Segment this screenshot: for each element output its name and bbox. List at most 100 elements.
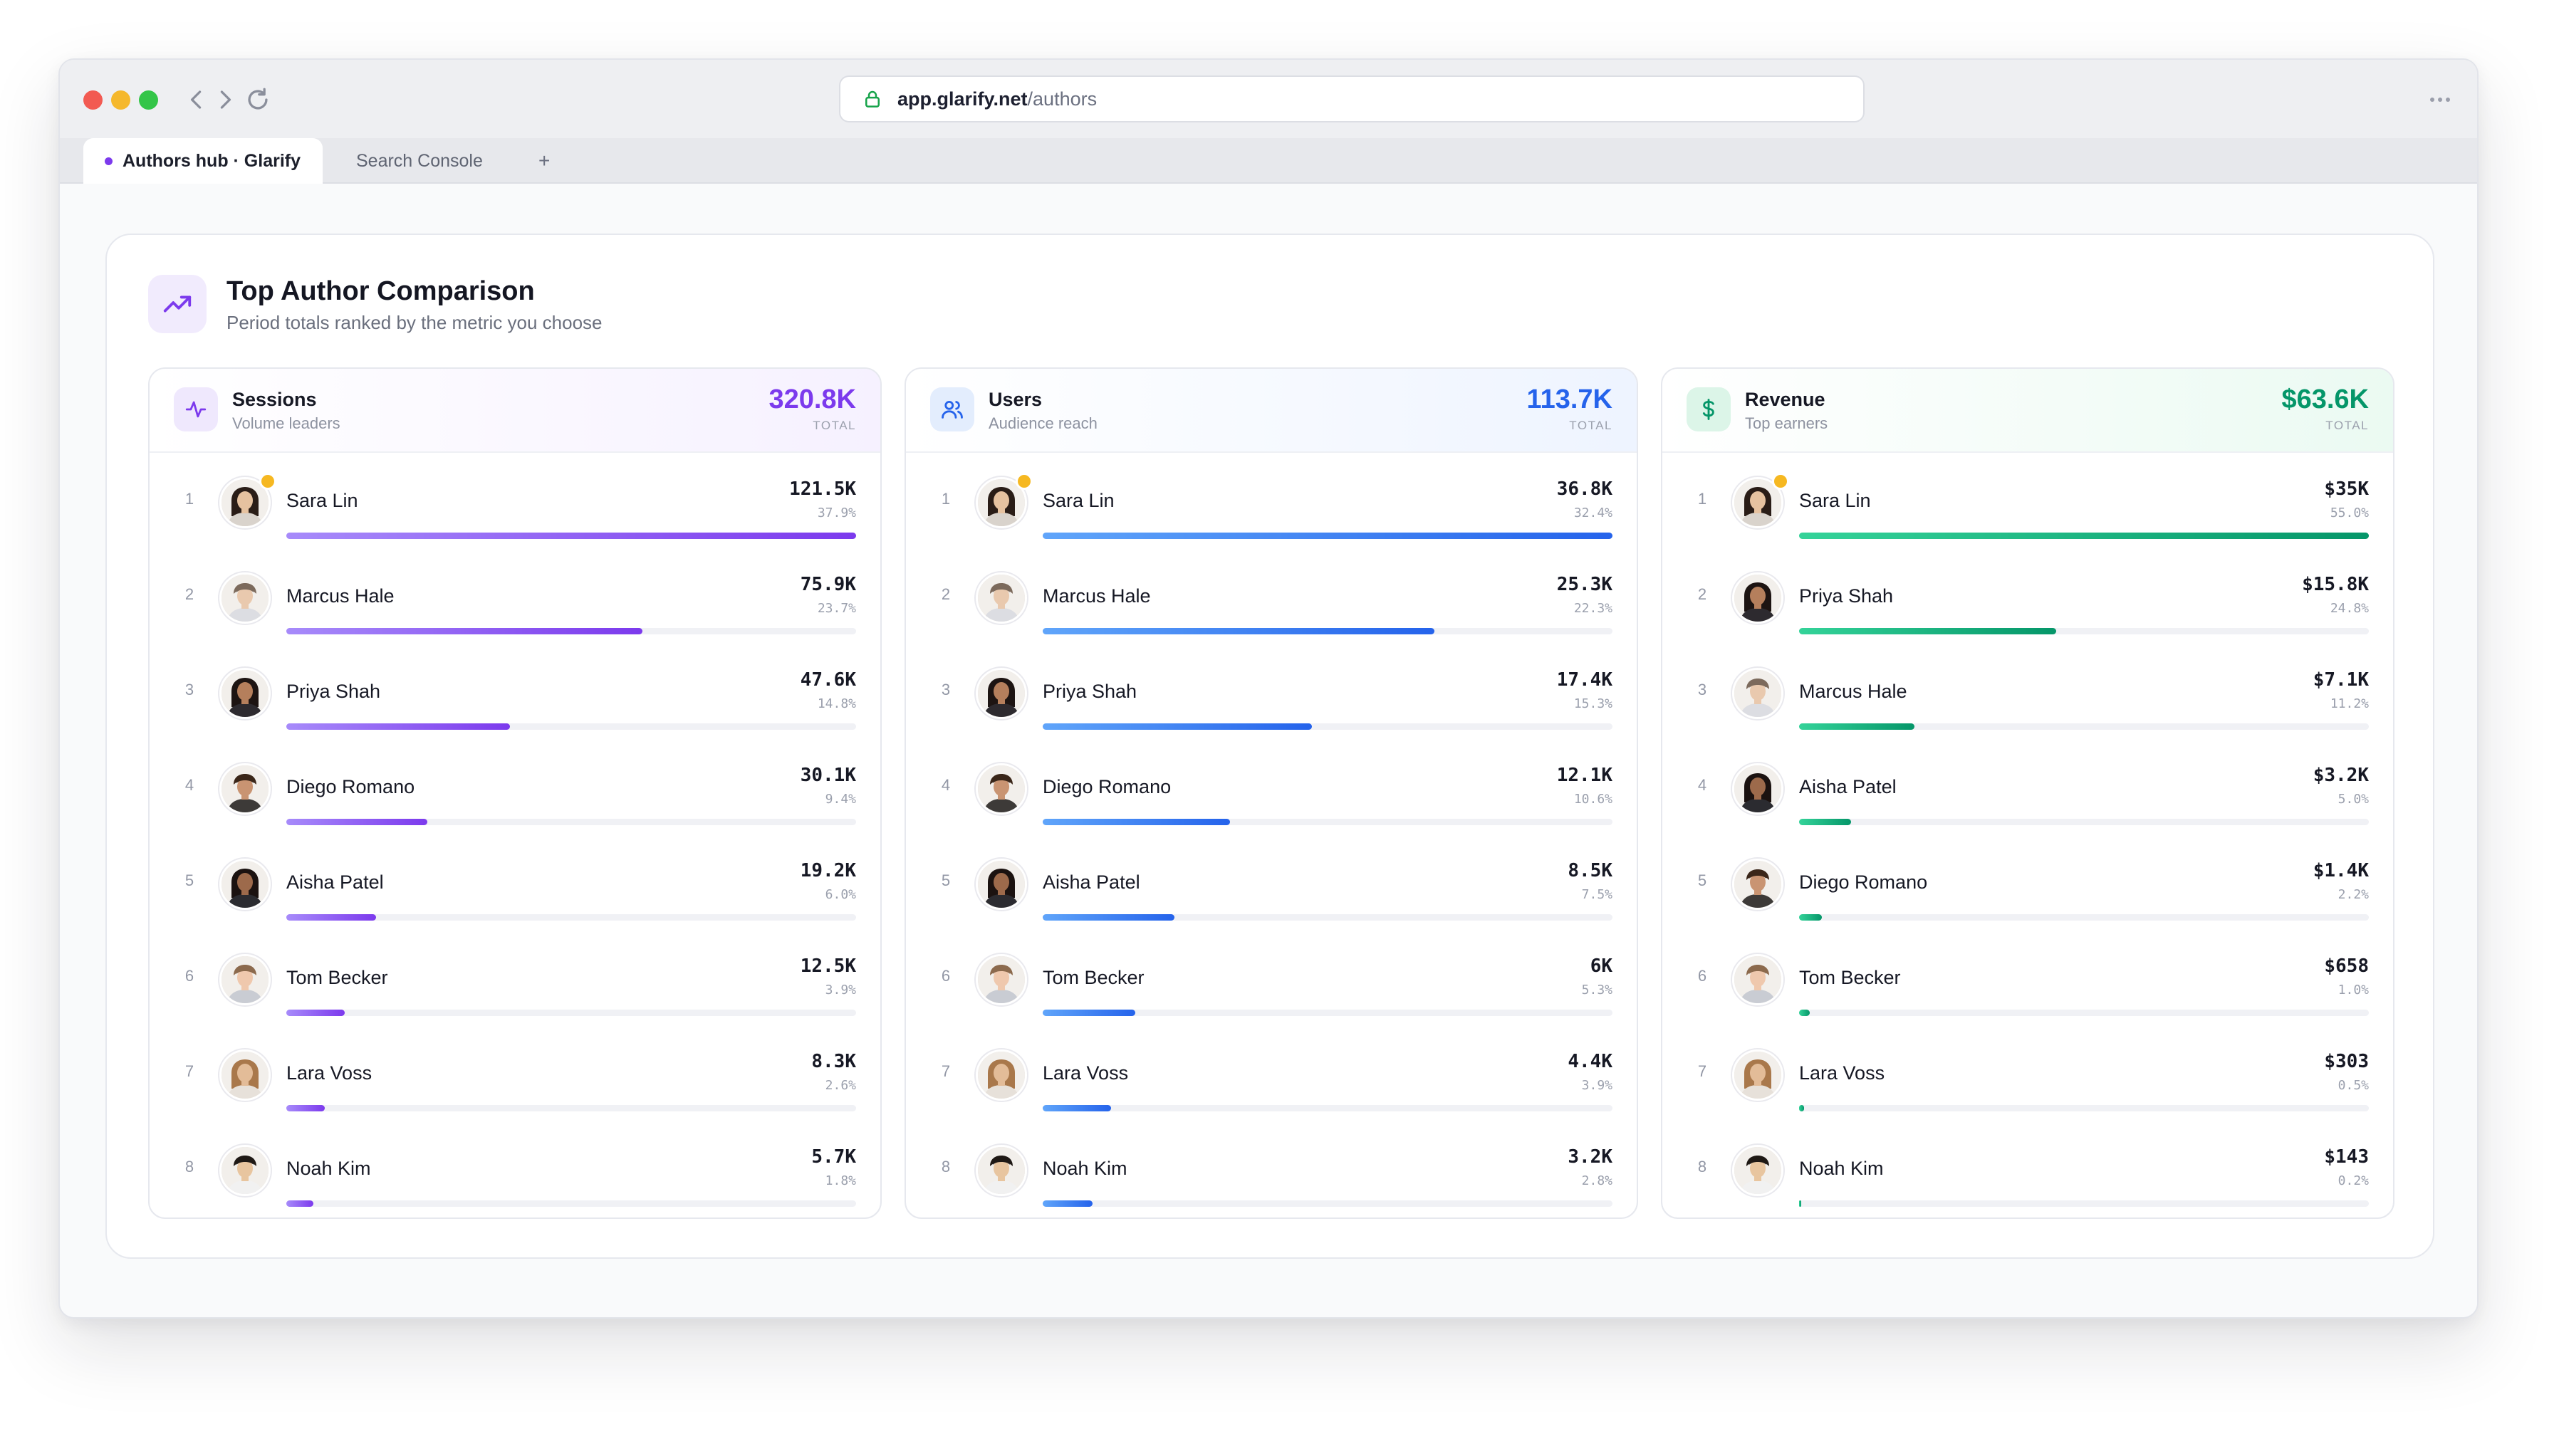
author-name[interactable]: Sara Lin bbox=[1043, 490, 1115, 511]
rank-number: 1 bbox=[941, 490, 951, 508]
leaderboard-row[interactable]: 4 Aisha Patel $3.2K 5.0% bbox=[1662, 745, 2393, 840]
reload-icon[interactable] bbox=[242, 84, 273, 115]
author-avatar bbox=[1732, 668, 1783, 719]
author-name[interactable]: Tom Becker bbox=[1799, 967, 1901, 988]
leaderboard-row[interactable]: 7 Lara Voss $303 0.5% bbox=[1662, 1031, 2393, 1126]
metric-value: 3.2K bbox=[1568, 1146, 1612, 1168]
author-name[interactable]: Noah Kim bbox=[286, 1158, 371, 1179]
rank-number: 7 bbox=[941, 1062, 951, 1080]
leaderboard-row[interactable]: 7 Lara Voss 8.3K 2.6% bbox=[150, 1031, 880, 1126]
metric-value: $143 bbox=[2324, 1146, 2369, 1168]
leaderboard-row[interactable]: 3 Priya Shah 47.6K 14.8% bbox=[150, 649, 880, 745]
progress-track bbox=[286, 723, 856, 730]
progress-track bbox=[1043, 1200, 1612, 1207]
trending-up-icon bbox=[148, 275, 207, 333]
new-tab-button[interactable]: + bbox=[538, 150, 551, 172]
leaderboard-row[interactable]: 3 Marcus Hale $7.1K 11.2% bbox=[1662, 649, 2393, 745]
author-name[interactable]: Diego Romano bbox=[1043, 776, 1172, 797]
tab-authors-hub[interactable]: Authors hub · Glarify bbox=[83, 138, 323, 184]
leaderboard-row[interactable]: 8 Noah Kim $143 0.2% bbox=[1662, 1126, 2393, 1217]
metric-value: 17.4K bbox=[1556, 669, 1612, 691]
page-content: Top Author Comparison Period totals rank… bbox=[60, 185, 2477, 1317]
leaderboard-row[interactable]: 3 Priya Shah 17.4K 15.3% bbox=[906, 649, 1637, 745]
tab-search-console[interactable]: Search Console bbox=[356, 138, 483, 184]
author-name[interactable]: Marcus Hale bbox=[1043, 585, 1151, 607]
author-name[interactable]: Diego Romano bbox=[1799, 871, 1928, 893]
share-percent: 10.6% bbox=[1573, 792, 1612, 807]
author-name[interactable]: Tom Becker bbox=[286, 967, 388, 988]
tab-indicator-dot bbox=[105, 157, 113, 165]
author-name[interactable]: Priya Shah bbox=[1799, 585, 1894, 607]
share-percent: 6.0% bbox=[825, 887, 856, 902]
leaderboard-row[interactable]: 5 Aisha Patel 19.2K 6.0% bbox=[150, 840, 880, 936]
maximize-window-button[interactable] bbox=[139, 90, 158, 110]
progress-fill bbox=[286, 723, 510, 730]
author-avatar bbox=[1732, 1049, 1783, 1101]
top-badge-icon bbox=[259, 473, 276, 490]
leaderboard-row[interactable]: 5 Aisha Patel 8.5K 7.5% bbox=[906, 840, 1637, 936]
leaderboard-row[interactable]: 4 Diego Romano 12.1K 10.6% bbox=[906, 745, 1637, 840]
progress-track bbox=[1043, 1105, 1612, 1111]
author-name[interactable]: Aisha Patel bbox=[286, 871, 384, 893]
author-avatar bbox=[219, 572, 271, 624]
author-name[interactable]: Sara Lin bbox=[1799, 490, 1871, 511]
progress-fill bbox=[1799, 628, 2056, 634]
author-name[interactable]: Marcus Hale bbox=[286, 585, 395, 607]
share-percent: 32.4% bbox=[1573, 506, 1612, 520]
share-percent: 2.2% bbox=[2338, 887, 2369, 902]
author-name[interactable]: Lara Voss bbox=[1043, 1062, 1129, 1084]
share-percent: 2.6% bbox=[825, 1078, 856, 1093]
close-window-button[interactable] bbox=[83, 90, 103, 110]
rank-number: 8 bbox=[1697, 1158, 1707, 1175]
author-name[interactable]: Noah Kim bbox=[1799, 1158, 1884, 1179]
author-name[interactable]: Priya Shah bbox=[1043, 681, 1137, 702]
author-avatar bbox=[219, 954, 271, 1005]
more-options-icon[interactable] bbox=[2424, 85, 2456, 114]
author-name[interactable]: Marcus Hale bbox=[1799, 681, 1907, 702]
author-name[interactable]: Noah Kim bbox=[1043, 1158, 1127, 1179]
card-total-label: TOTAL bbox=[1569, 419, 1612, 432]
leaderboard-row[interactable]: 2 Marcus Hale 75.9K 23.7% bbox=[150, 554, 880, 649]
leaderboard-row[interactable]: 4 Diego Romano 30.1K 9.4% bbox=[150, 745, 880, 840]
leaderboard-row[interactable]: 1 Sara Lin $35K 55.0% bbox=[1662, 459, 2393, 554]
leaderboard-row[interactable]: 6 Tom Becker 12.5K 3.9% bbox=[150, 936, 880, 1031]
leaderboard-row[interactable]: 5 Diego Romano $1.4K 2.2% bbox=[1662, 840, 2393, 936]
metric-value: 8.5K bbox=[1568, 860, 1612, 881]
leaderboard-row[interactable]: 8 Noah Kim 3.2K 2.8% bbox=[906, 1126, 1637, 1217]
author-avatar bbox=[219, 1049, 271, 1101]
address-bar[interactable]: app.glarify.net/authors bbox=[839, 75, 1865, 122]
progress-fill bbox=[1043, 533, 1612, 539]
progress-track bbox=[286, 1200, 856, 1207]
author-name[interactable]: Aisha Patel bbox=[1799, 776, 1897, 797]
sessions-card: Sessions Volume leaders 320.8K TOTAL 1 Sa… bbox=[148, 367, 882, 1219]
leaderboard-row[interactable]: 2 Priya Shah $15.8K 24.8% bbox=[1662, 554, 2393, 649]
progress-fill bbox=[286, 1010, 345, 1016]
author-avatar bbox=[1732, 572, 1783, 624]
leaderboard-row[interactable]: 6 Tom Becker $658 1.0% bbox=[1662, 936, 2393, 1031]
leaderboard-row[interactable]: 6 Tom Becker 6K 5.3% bbox=[906, 936, 1637, 1031]
leaderboard-row[interactable]: 1 Sara Lin 36.8K 32.4% bbox=[906, 459, 1637, 554]
leaderboard-row[interactable]: 7 Lara Voss 4.4K 3.9% bbox=[906, 1031, 1637, 1126]
back-icon[interactable] bbox=[181, 84, 212, 115]
author-name[interactable]: Diego Romano bbox=[286, 776, 415, 797]
progress-fill bbox=[286, 914, 377, 921]
forward-icon[interactable] bbox=[209, 84, 241, 115]
author-name[interactable]: Tom Becker bbox=[1043, 967, 1145, 988]
leaderboard-row[interactable]: 1 Sara Lin 121.5K 37.9% bbox=[150, 459, 880, 554]
author-name[interactable]: Lara Voss bbox=[1799, 1062, 1885, 1084]
author-name[interactable]: Sara Lin bbox=[286, 490, 358, 511]
metric-value: $658 bbox=[2324, 955, 2369, 977]
author-name[interactable]: Aisha Patel bbox=[1043, 871, 1140, 893]
progress-track bbox=[1043, 914, 1612, 921]
progress-track bbox=[1043, 723, 1612, 730]
leaderboard-row[interactable]: 8 Noah Kim 5.7K 1.8% bbox=[150, 1126, 880, 1217]
minimize-window-button[interactable] bbox=[111, 90, 130, 110]
leaderboard-row[interactable]: 2 Marcus Hale 25.3K 22.3% bbox=[906, 554, 1637, 649]
author-name[interactable]: Lara Voss bbox=[286, 1062, 372, 1084]
card-subtitle: Top earners bbox=[1745, 414, 1828, 432]
rank-number: 5 bbox=[1697, 871, 1707, 889]
metric-value: 75.9K bbox=[800, 574, 856, 595]
metric-value: 30.1K bbox=[800, 765, 856, 786]
author-avatar bbox=[1732, 859, 1783, 910]
author-name[interactable]: Priya Shah bbox=[286, 681, 381, 702]
